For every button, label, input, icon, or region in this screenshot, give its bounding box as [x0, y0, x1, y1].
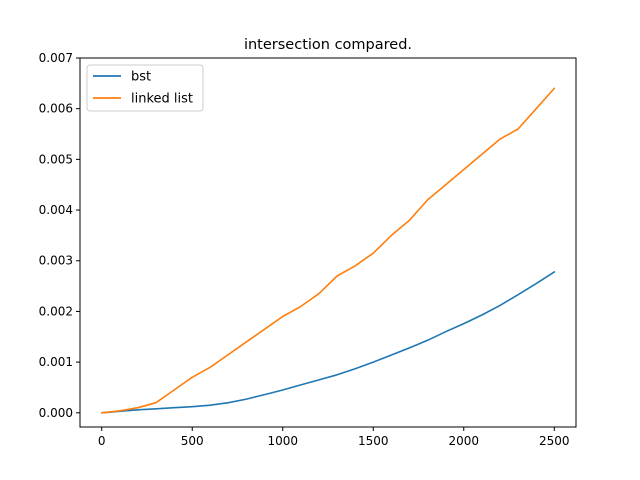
x-tick-label: 2500	[539, 434, 570, 448]
legend-label: bst	[131, 70, 151, 85]
series-layer	[100, 87, 556, 414]
y-tick-label: 0.006	[39, 102, 73, 116]
series-line-bst	[100, 271, 556, 414]
legend: bst linked list	[86, 64, 204, 112]
y-tick-label: 0.004	[39, 203, 73, 217]
y-tick-label: 0.002	[39, 304, 73, 318]
y-tick-label: 0.007	[39, 51, 73, 65]
chart-title: intersection compared.	[244, 37, 412, 53]
plot-area-frame	[79, 57, 577, 428]
x-tick-label: 0	[98, 434, 106, 448]
x-tick-label: 2000	[448, 434, 479, 448]
x-tick-label: 1000	[267, 434, 298, 448]
y-tick-label: 0.000	[39, 406, 73, 420]
x-tick-label: 500	[181, 434, 204, 448]
y-tick-label: 0.001	[39, 355, 73, 369]
y-axis: 0.000 0.001 0.002 0.003 0.004 0.005 0.006 0.007	[39, 51, 80, 420]
y-tick-label: 0.003	[39, 254, 73, 268]
series-line-linked-list	[100, 87, 556, 414]
legend-label: linked list	[131, 92, 193, 107]
x-tick-label: 1500	[358, 434, 389, 448]
y-tick-label: 0.005	[39, 152, 73, 166]
x-axis: 0 500 1000 1500 2000 2500	[98, 427, 570, 448]
